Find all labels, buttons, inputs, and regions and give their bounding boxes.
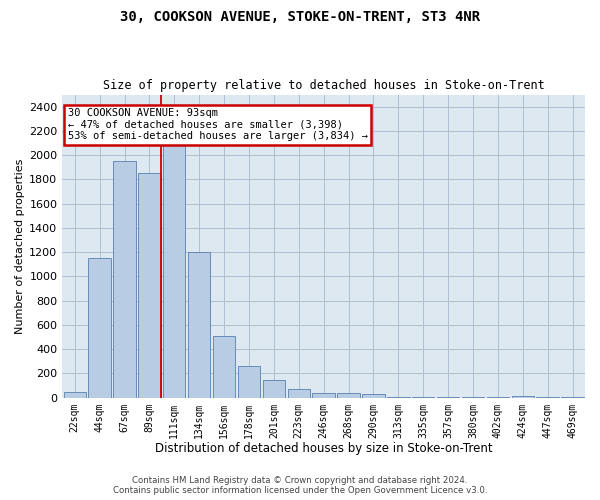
Bar <box>64 392 86 398</box>
Text: 30 COOKSON AVENUE: 93sqm
← 47% of detached houses are smaller (3,398)
53% of sem: 30 COOKSON AVENUE: 93sqm ← 47% of detach… <box>68 108 368 142</box>
Bar <box>487 397 509 398</box>
Bar <box>213 336 235 398</box>
Bar <box>263 380 285 398</box>
Bar <box>188 252 211 398</box>
Bar <box>287 389 310 398</box>
Bar <box>238 366 260 398</box>
Bar <box>88 258 111 398</box>
Bar <box>337 393 360 398</box>
Text: Contains HM Land Registry data © Crown copyright and database right 2024.
Contai: Contains HM Land Registry data © Crown c… <box>113 476 487 495</box>
Title: Size of property relative to detached houses in Stoke-on-Trent: Size of property relative to detached ho… <box>103 79 545 92</box>
Bar <box>138 174 161 398</box>
Bar <box>113 162 136 398</box>
Bar <box>387 396 410 398</box>
Y-axis label: Number of detached properties: Number of detached properties <box>15 158 25 334</box>
Bar <box>462 397 484 398</box>
Text: 30, COOKSON AVENUE, STOKE-ON-TRENT, ST3 4NR: 30, COOKSON AVENUE, STOKE-ON-TRENT, ST3 … <box>120 10 480 24</box>
Bar <box>412 396 434 398</box>
X-axis label: Distribution of detached houses by size in Stoke-on-Trent: Distribution of detached houses by size … <box>155 442 493 455</box>
Bar <box>163 143 185 398</box>
Bar <box>362 394 385 398</box>
Bar <box>512 396 534 398</box>
Bar <box>313 393 335 398</box>
Bar <box>437 397 459 398</box>
